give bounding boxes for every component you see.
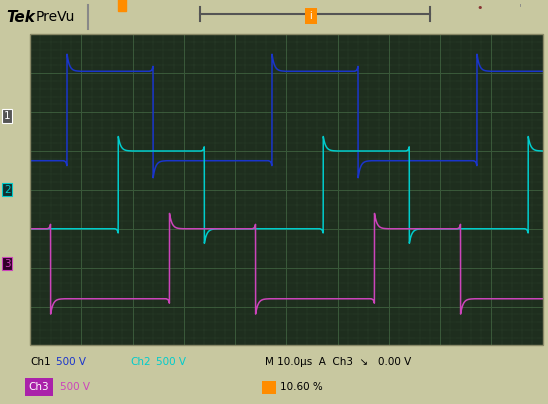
Text: 1: 1 bbox=[4, 111, 10, 121]
Text: 3: 3 bbox=[4, 259, 10, 269]
Text: 500 V: 500 V bbox=[156, 357, 186, 366]
Bar bbox=[305, 8, 317, 24]
Text: PreVu: PreVu bbox=[36, 10, 76, 24]
Text: Ch1: Ch1 bbox=[30, 357, 50, 366]
Text: 2: 2 bbox=[4, 185, 10, 195]
Text: Ch3: Ch3 bbox=[28, 382, 49, 392]
Text: 500 V: 500 V bbox=[60, 382, 90, 392]
Text: •: • bbox=[477, 3, 483, 13]
Text: Ch2: Ch2 bbox=[130, 357, 151, 366]
Text: 500 V: 500 V bbox=[56, 357, 86, 366]
Text: Tek: Tek bbox=[6, 10, 35, 25]
Bar bbox=[25, 378, 53, 396]
Text: i: i bbox=[310, 11, 312, 21]
Text: ': ' bbox=[518, 3, 522, 13]
Text: M 10.0μs  A  Ch3  ↘   0.00 V: M 10.0μs A Ch3 ↘ 0.00 V bbox=[265, 357, 411, 366]
Text: T: T bbox=[119, 0, 125, 10]
Text: 10.60 %: 10.60 % bbox=[280, 382, 323, 392]
Bar bbox=[262, 381, 276, 394]
